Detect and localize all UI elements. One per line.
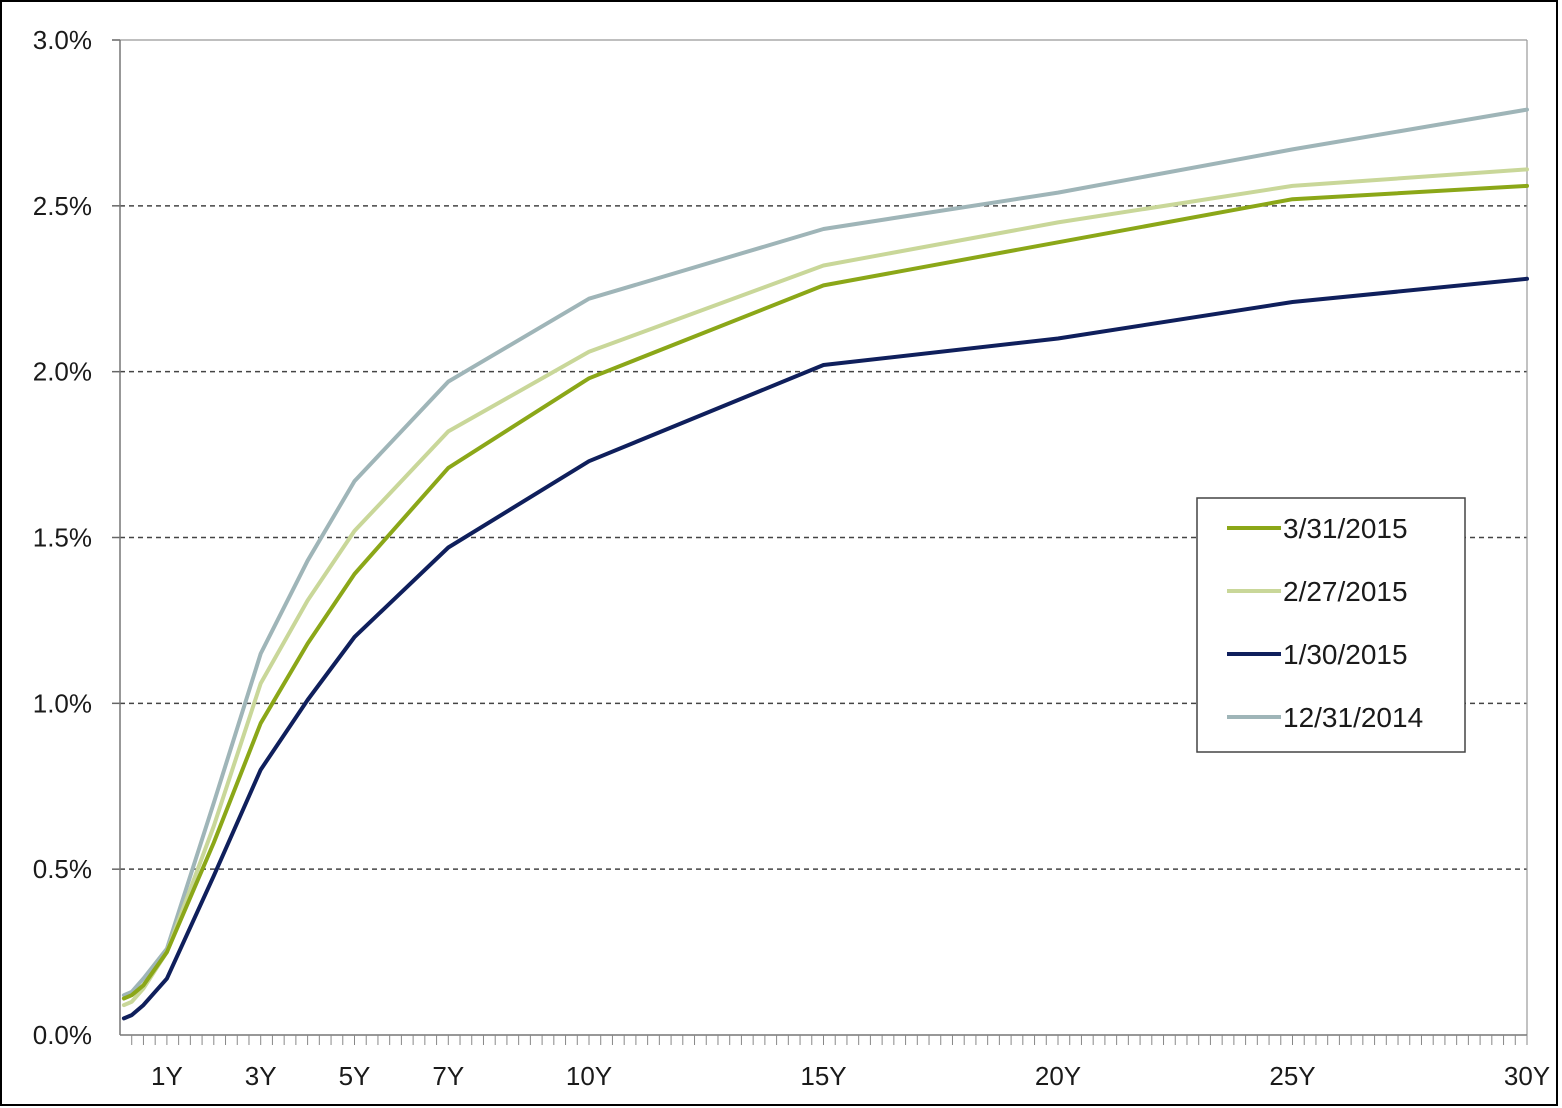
x-tick-label: 30Y (1504, 1061, 1550, 1091)
x-tick-label: 3Y (245, 1061, 277, 1091)
x-tick-label: 10Y (566, 1061, 612, 1091)
y-tick-label: 2.5% (33, 191, 92, 221)
x-tick-label: 25Y (1269, 1061, 1315, 1091)
legend-label: 3/31/2015 (1283, 513, 1408, 544)
series-lines (121, 107, 1529, 1021)
y-tick-label: 0.0% (33, 1020, 92, 1050)
y-tick-label: 1.0% (33, 688, 92, 718)
legend-box (1196, 497, 1466, 753)
x-tick-label: 20Y (1035, 1061, 1081, 1091)
x-tick-label: 1Y (151, 1061, 183, 1091)
y-tick-label: 2.0% (33, 357, 92, 387)
y-tick-label: 3.0% (33, 25, 92, 55)
legend-label: 12/31/2014 (1283, 702, 1423, 733)
x-tick-label: 15Y (800, 1061, 846, 1091)
x-tick-label: 5Y (339, 1061, 371, 1091)
legend-label: 2/27/2015 (1283, 576, 1408, 607)
legend-label: 1/30/2015 (1283, 639, 1408, 670)
series-line (121, 107, 1529, 998)
series-line (121, 276, 1529, 1021)
y-tick-label: 1.5% (33, 523, 92, 553)
y-tick-label: 0.5% (33, 854, 92, 884)
x-tick-label: 7Y (432, 1061, 464, 1091)
axes: 0.0% 0.5% 1.0% 1.5% 2.0% 2.5% 3.0% 1Y 3Y 5Y 7Y 10Y 1… (33, 25, 1550, 1091)
series-line (121, 183, 1529, 1001)
legend: 3/31/2015 2/27/2015 1/30/2015 12/31/2014 (1196, 497, 1466, 753)
